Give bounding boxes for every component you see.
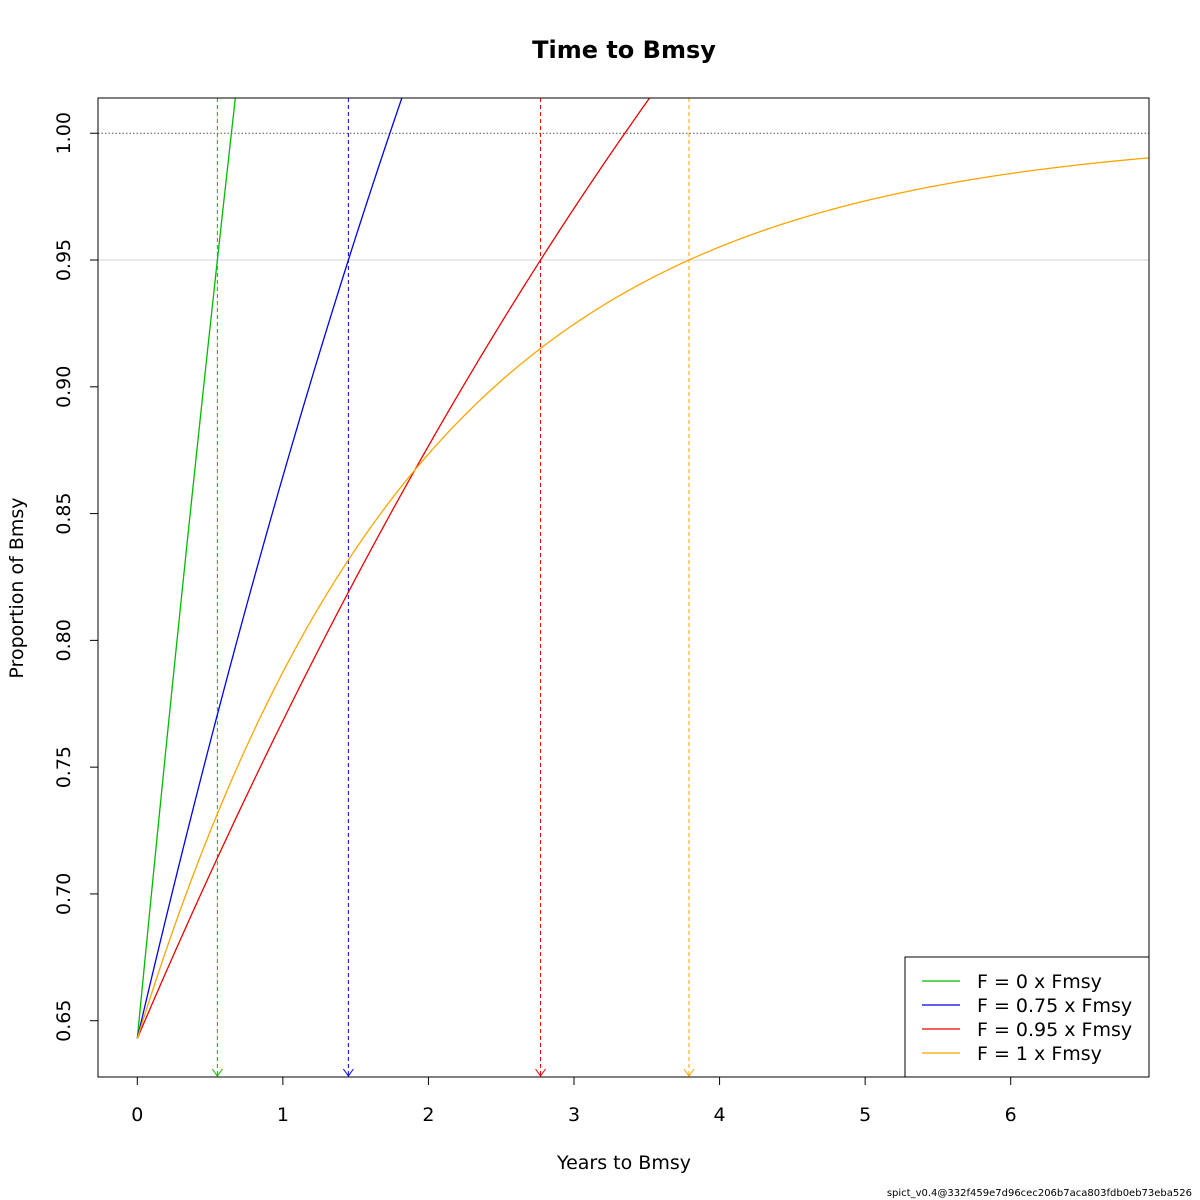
x-tick-label-5: 5	[859, 1104, 871, 1126]
y-tick-label-8: 1.00	[53, 112, 75, 154]
x-tick-label-1: 1	[277, 1104, 289, 1126]
y-tick-label-6: 0.90	[53, 366, 75, 408]
x-tick-label-4: 4	[714, 1104, 726, 1126]
legend-box	[904, 956, 1150, 1078]
y-tick-label-2: 0.70	[53, 873, 75, 915]
time-marker-arrow-4	[683, 1068, 695, 1077]
x-tick-label-3: 3	[568, 1104, 580, 1126]
y-tick-label-1: 0.65	[53, 1000, 75, 1042]
x-tick-label-0: 0	[131, 1104, 143, 1126]
legend-label-4: F = 1 x Fmsy	[977, 1043, 1102, 1065]
x-tick-label-6: 6	[1005, 1104, 1017, 1126]
legend-label-1: F = 0 x Fmsy	[977, 971, 1102, 993]
x-axis-label: Years to Bmsy	[556, 1152, 691, 1174]
y-tick-label-3: 0.75	[53, 746, 75, 788]
plot-area: 0 1 2 3 4 5 6 0.65 0.70 0.75 0.80 0.85 0.90 0.95 1.00 F…	[53, 97, 1150, 1126]
plot-frame	[97, 97, 1150, 1078]
version-footer: spict_v0.4@332f459e7d96cec206b7aca803fdb…	[887, 1188, 1192, 1199]
time-marker-arrow-1	[211, 1068, 223, 1077]
legend-label-2: F = 0.75 x Fmsy	[977, 995, 1132, 1017]
chart-title: Time to Bmsy	[532, 36, 716, 64]
legend-label-3: F = 0.95 x Fmsy	[977, 1019, 1132, 1041]
series-line-3	[136, 98, 651, 1039]
y-tick-label-7: 0.95	[53, 239, 75, 281]
plot-contents	[98, 98, 1149, 1077]
series-line-2	[136, 98, 403, 1039]
y-tick-label-5: 0.85	[53, 492, 75, 534]
series-line-4	[136, 157, 1149, 1039]
time-marker-arrow-3	[535, 1068, 546, 1077]
time-marker-arrow-2	[342, 1068, 354, 1077]
y-tick-label-4: 0.80	[53, 619, 75, 661]
y-axis-label: Proportion of Bmsy	[6, 497, 28, 678]
x-tick-label-2: 2	[422, 1104, 434, 1126]
series-line-1	[136, 98, 236, 1039]
